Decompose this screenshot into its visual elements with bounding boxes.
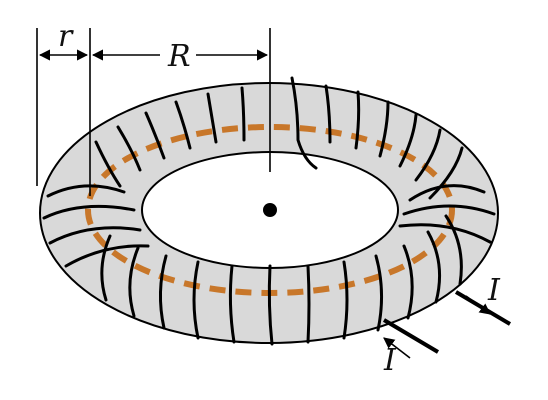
winding-turn [158,254,168,330]
lead-wire-in [382,318,440,354]
winding-turn [414,128,442,182]
winding-turn [206,92,218,144]
winding-turn [342,260,349,340]
winding-turn [428,146,464,200]
minor-radius-label: r [58,19,74,54]
winding-turn [398,223,492,244]
current-in-label: I [383,343,397,378]
winding-turn [174,100,192,150]
winding-turn [398,113,418,168]
winding-turn [144,111,166,160]
winding-turn [402,204,496,216]
winding-turn [408,184,486,202]
winding-turn [128,246,140,318]
winding-turn [228,264,236,344]
winding-turn [116,125,142,172]
current-out-arrow [465,295,491,315]
winding-turn [426,230,442,304]
winding-turn [42,204,136,220]
winding-turn [48,226,142,245]
winding-turn [192,260,200,340]
winding-turn [402,244,414,320]
coil-windings [42,76,496,346]
winding-turn [354,90,361,150]
current-in-arrow [383,337,411,359]
winding-turn [267,264,274,346]
winding-turn [306,264,311,344]
center-dot [263,203,277,217]
winding-turn [100,234,112,302]
winding-turn [290,76,318,170]
winding-turn [378,100,390,158]
winding-turn [444,214,463,286]
winding-turn [374,254,384,332]
winding-turn [46,184,126,198]
winding-turn [94,140,122,188]
current-out-label: I [487,273,501,308]
winding-turn [240,86,246,142]
winding-turn [324,84,332,144]
major-radius-label: R [167,39,191,74]
